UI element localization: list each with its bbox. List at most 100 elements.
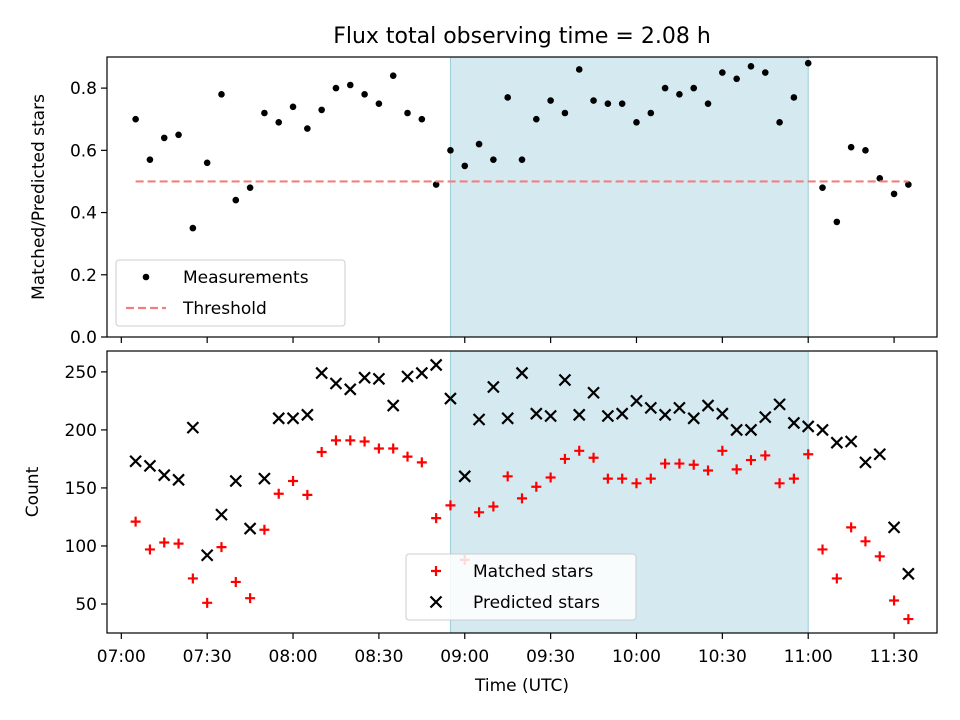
legend-label: Threshold <box>182 299 267 319</box>
top-ytick-label: 0.6 <box>70 141 97 161</box>
matched-star-point <box>402 451 413 462</box>
top-panel-legend: Measurements Threshold <box>115 259 346 327</box>
matched-star-point <box>745 455 756 466</box>
predicted-star-point <box>873 448 887 461</box>
predicted-star-point <box>630 394 643 408</box>
matched-star-point <box>731 464 742 475</box>
matched-star-point <box>345 435 356 446</box>
matched-star-point <box>359 436 370 447</box>
matched-star-point <box>631 478 642 489</box>
matched-star-point <box>302 489 313 500</box>
xtick-label: 07:30 <box>183 647 232 667</box>
measurement-point <box>561 109 569 117</box>
matched-star-point <box>531 481 542 492</box>
measurement-point <box>604 100 612 107</box>
matched-star-point <box>445 500 456 511</box>
measurement-point <box>876 175 884 182</box>
measurement-point <box>146 156 154 163</box>
xtick-label: 11:00 <box>784 647 833 667</box>
measurement-point <box>304 125 311 132</box>
matched-star-point <box>416 457 427 468</box>
measurement-point <box>676 91 683 98</box>
predicted-star-point <box>329 377 343 390</box>
legend-dot-icon <box>142 273 150 281</box>
measurement-point <box>719 69 726 76</box>
matched-star-point <box>588 452 599 463</box>
xtick-label: 08:30 <box>354 647 403 667</box>
xtick-label: 07:00 <box>97 647 146 667</box>
measurement-point <box>346 81 354 89</box>
measurement-point <box>418 115 426 123</box>
predicted-star-point <box>572 408 586 422</box>
measurement-point <box>447 147 454 154</box>
predicted-star-point <box>716 407 729 420</box>
measurement-point <box>847 143 855 151</box>
predicted-star-point <box>558 373 572 387</box>
measurement-point <box>189 224 197 232</box>
predicted-star-point <box>129 454 142 468</box>
bottom-panel-xlabel: Time (UTC) <box>474 676 569 696</box>
measurement-point <box>533 115 540 123</box>
bottom-ytick-label: 150 <box>65 479 97 499</box>
measurement-point <box>518 156 526 163</box>
matched-star-point <box>431 513 442 524</box>
matched-star-point <box>874 551 885 562</box>
matched-star-point <box>216 542 227 553</box>
predicted-star-point <box>515 366 529 380</box>
predicted-star-point <box>386 399 400 412</box>
measurement-point <box>547 97 554 104</box>
matched-star-point <box>602 473 613 484</box>
matched-star-point <box>173 538 184 549</box>
measurement-point <box>647 109 655 117</box>
measurement-point <box>747 63 755 70</box>
top-panel-ratio: 0.00.20.40.60.8 Matched/Predicted stars … <box>29 56 938 348</box>
matched-star-point <box>903 614 914 625</box>
matched-star-point <box>788 473 799 484</box>
measurement-point <box>862 147 869 154</box>
measurement-point <box>261 109 268 117</box>
matched-star-point <box>617 473 628 484</box>
matched-star-point <box>474 507 485 518</box>
predicted-star-point <box>143 459 157 473</box>
matched-star-point <box>774 478 785 489</box>
predicted-star-point <box>215 508 228 521</box>
predicted-star-point <box>615 407 629 420</box>
matched-star-point <box>717 445 728 456</box>
matched-star-point <box>316 446 327 457</box>
measurement-point <box>633 119 640 126</box>
measurement-point <box>389 72 397 79</box>
matched-star-point <box>760 450 771 461</box>
predicted-star-point <box>358 371 371 384</box>
matched-star-point <box>574 445 585 456</box>
matched-star-point <box>488 501 499 512</box>
measurement-point <box>890 190 898 198</box>
legend-label: Predicted stars <box>473 593 600 613</box>
measurement-point <box>804 59 812 67</box>
measurement-point <box>704 100 712 107</box>
matched-star-point <box>202 597 213 608</box>
measurement-point <box>432 181 440 188</box>
measurement-point <box>790 94 798 101</box>
measurement-point <box>504 94 511 101</box>
predicted-star-point <box>816 423 829 437</box>
matched-star-point <box>674 458 685 469</box>
matched-star-point <box>860 536 871 547</box>
predicted-star-point <box>444 392 457 405</box>
measurement-point <box>275 119 283 126</box>
matched-star-point <box>330 435 341 446</box>
measurement-point <box>761 69 769 76</box>
measurement-point <box>132 115 139 123</box>
xtick-label: 10:30 <box>698 647 747 667</box>
matched-star-point <box>159 537 170 548</box>
matched-star-point <box>245 593 256 604</box>
measurement-point <box>160 134 168 142</box>
legend-label: Measurements <box>183 268 309 288</box>
predicted-star-point <box>501 412 514 425</box>
measurement-point <box>246 184 254 191</box>
bottom-panel-counts: 50 100 150 200 250 07:00 07:30 08:00 08:30 09:00 0… <box>23 350 938 696</box>
predicted-star-point <box>544 409 557 423</box>
legend-plus-icon <box>431 566 441 576</box>
predicted-star-point <box>587 386 600 400</box>
measurement-point <box>618 100 626 107</box>
measurement-point <box>833 218 841 226</box>
